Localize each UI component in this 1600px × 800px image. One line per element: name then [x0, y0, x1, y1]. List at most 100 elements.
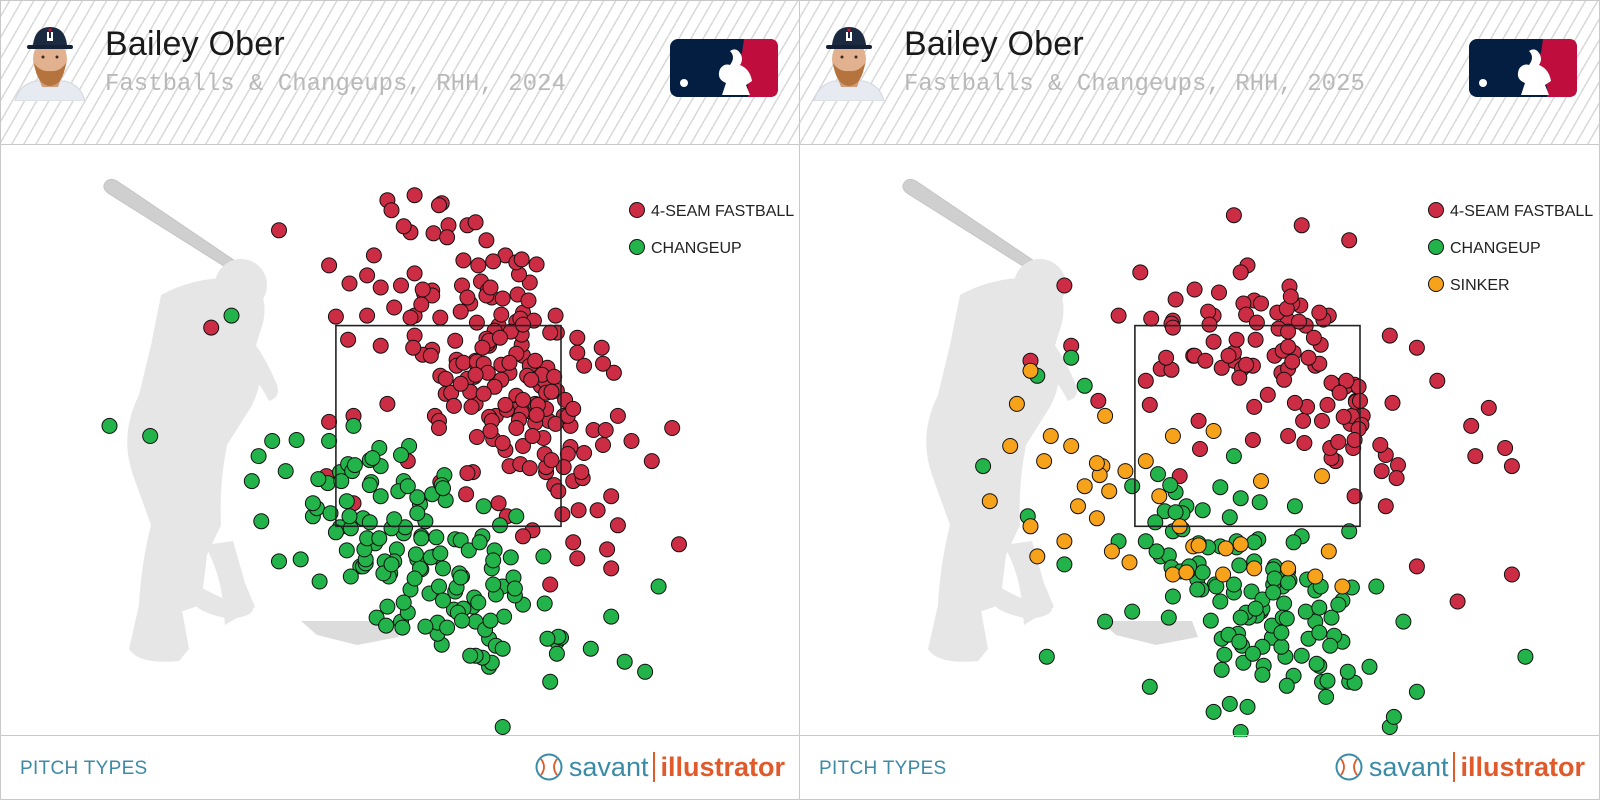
pitch-point [277, 463, 294, 480]
pitch-point [1243, 583, 1260, 600]
pitch-point [383, 556, 400, 573]
pitch-point [542, 673, 559, 690]
pitch-point [1305, 329, 1322, 346]
pitch-point [603, 488, 620, 505]
pitch-point [1278, 677, 1295, 694]
pitch-point [623, 433, 640, 449]
pitch-point [338, 493, 355, 510]
pitch-point [1063, 438, 1080, 454]
pitch-point [379, 598, 396, 615]
player-headshot-icon [13, 19, 87, 101]
pitch-point [1090, 392, 1107, 409]
pitch-point [413, 530, 430, 547]
pitch-point [1117, 463, 1134, 480]
pitch-point [569, 344, 586, 361]
mlb-logo-icon [1469, 39, 1577, 97]
pitch-point [1320, 543, 1337, 560]
pitch-point [1194, 502, 1211, 519]
pitch-point [1225, 448, 1242, 465]
brand-divider [1453, 752, 1456, 782]
pitch-point [1331, 384, 1348, 401]
panel-header: Bailey Ober Fastballs & Changeups, RHH, … [800, 1, 1599, 145]
legend-label: 4-SEAM FASTBALL [1450, 203, 1593, 220]
pitch-point [1212, 593, 1229, 610]
pitch-point [372, 488, 389, 505]
chart-legend: 4-SEAM FASTBALL CHANGEUP [629, 202, 794, 257]
pitch-point [223, 307, 240, 324]
pitch-point [478, 232, 495, 249]
pitch-point [463, 398, 480, 415]
series-sinker [981, 362, 1351, 595]
pitch-point [1280, 338, 1297, 355]
pitch-point [432, 545, 449, 562]
legend-swatch [629, 239, 645, 255]
savant-illustrator-logo: savant illustrator [535, 749, 785, 785]
pitch-point [1162, 477, 1179, 494]
pitch-point [573, 464, 590, 481]
pitch-point [428, 529, 445, 546]
pitch-point [1293, 217, 1310, 234]
pitch-point [402, 309, 419, 326]
pitch-point [1216, 646, 1233, 663]
pitch-point [527, 352, 544, 369]
brand-savant-text: savant [1368, 751, 1449, 782]
pitch-point [1197, 352, 1214, 369]
pitch-point [1022, 362, 1039, 379]
pitch-point [310, 471, 327, 488]
pitch-location-plot: 4-SEAM FASTBALL CHANGEUP SINKER [902, 178, 1593, 737]
pitch-point [547, 415, 564, 432]
pitch-point [361, 514, 378, 531]
pitch-point [1273, 624, 1290, 641]
pitch-point [1330, 434, 1347, 450]
pitch-point [1284, 353, 1301, 370]
pitch-point [393, 277, 409, 294]
pitch-point [535, 548, 552, 565]
brand-divider [653, 752, 656, 782]
pitch-point [1373, 463, 1390, 480]
pitch-point [515, 528, 531, 545]
pitch-point [405, 339, 422, 356]
pitch-point [322, 505, 339, 522]
pitch-point [454, 612, 470, 629]
pitch-point [1335, 408, 1352, 425]
player-name: Bailey Ober [105, 25, 285, 63]
pitch-point [372, 337, 389, 354]
pitch-point [459, 465, 476, 482]
pitch-point [1293, 647, 1310, 664]
pitch-point [1038, 648, 1055, 665]
pitch-point [593, 339, 610, 356]
pitch-point [1280, 560, 1297, 577]
pitch-point [379, 395, 396, 412]
mlb-logo-icon [670, 39, 778, 97]
pitch-point [609, 517, 626, 534]
baseball-icon [535, 753, 563, 781]
pitch-point [603, 608, 620, 625]
pitch-point [439, 229, 456, 246]
pitch-point [1467, 448, 1484, 465]
pitch-point [576, 445, 593, 461]
pitch-point [321, 413, 338, 430]
pitch-point [365, 247, 382, 264]
pitch-point [664, 420, 681, 436]
pitch-point [1341, 523, 1358, 540]
pitch-point [1056, 277, 1073, 294]
chart-legend: 4-SEAM FASTBALL CHANGEUP SINKER [1428, 202, 1593, 294]
pitch-point [494, 719, 511, 735]
pitch-point [1330, 596, 1347, 613]
pitch-point [482, 423, 499, 439]
pitch-point [1212, 479, 1229, 496]
pitch-point [637, 663, 654, 680]
pitch-point [414, 281, 431, 298]
pitch-point [1408, 683, 1425, 700]
pitch-point [565, 400, 582, 417]
pitch-point [1164, 588, 1181, 605]
pitch-point [417, 618, 434, 635]
pitch-point [467, 366, 484, 383]
pitch-point [1297, 603, 1314, 620]
pitch-point [981, 493, 998, 510]
pitch-point [542, 576, 559, 593]
pitch-point [1314, 412, 1330, 429]
pitch-point [101, 417, 118, 434]
pitch-point [1164, 566, 1181, 583]
